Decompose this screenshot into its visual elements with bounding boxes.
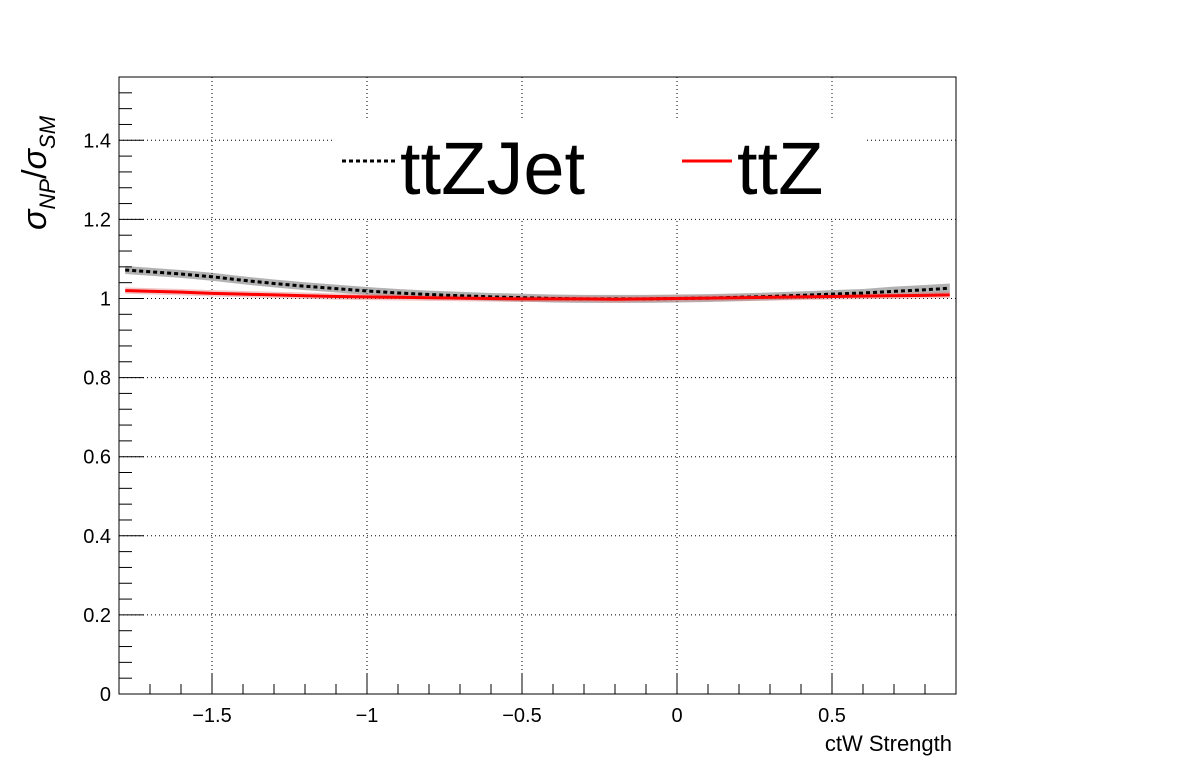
x-tick-label: −1 <box>356 705 379 727</box>
plot-frame <box>118 76 957 695</box>
x-tick-label: −0.5 <box>502 705 541 727</box>
y-tick-label: 0.6 <box>83 447 111 469</box>
y-axis-slash: / <box>16 169 54 179</box>
y-tick-label: 0.8 <box>83 368 111 390</box>
y-axis-sub-num: NP <box>35 179 60 210</box>
y-axis-title: σNP/σSM <box>16 115 60 230</box>
x-tick-label: −1.5 <box>192 705 231 727</box>
y-tick-label: 1.4 <box>83 130 111 152</box>
y-tick-label: 0.4 <box>83 526 111 548</box>
grid-layer <box>119 77 956 694</box>
y-axis-sub-den: SM <box>35 115 60 149</box>
y-tick-label: 1 <box>100 288 111 310</box>
series-lines <box>125 268 950 301</box>
x-axis-title: ctW Strength <box>825 731 952 756</box>
y-tick-label: 1.2 <box>83 209 111 231</box>
y-tick-label: 0 <box>100 684 111 706</box>
axes: −1.5 −1 −0.5 0 0.5 0 0.2 0.4 0.6 0.8 1 1.2 1.4 <box>83 76 957 727</box>
y-axis-sigma-num: σ <box>16 208 54 230</box>
x-tick-label: 0 <box>671 705 682 727</box>
band-ttZJet <box>125 266 950 303</box>
x-tick-label: 0.5 <box>818 705 846 727</box>
legend: ttZJet ttZ <box>335 118 865 218</box>
line-ttZ <box>125 289 950 301</box>
y-tick-label: 0.2 <box>83 605 111 627</box>
legend-box <box>335 118 865 218</box>
legend-label-ttZJet: ttZJet <box>400 127 585 210</box>
y-axis-sigma-den: σ <box>16 147 54 169</box>
legend-label-ttZ: ttZ <box>737 127 823 210</box>
